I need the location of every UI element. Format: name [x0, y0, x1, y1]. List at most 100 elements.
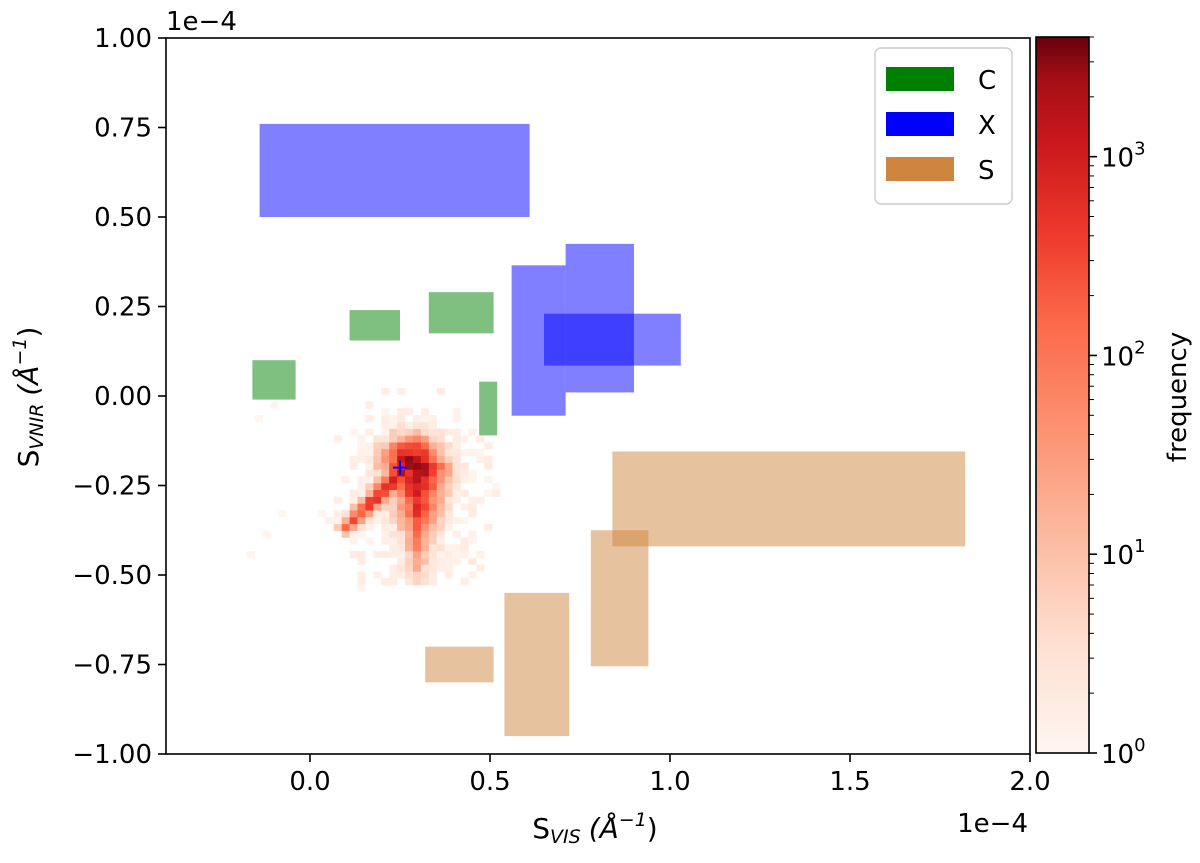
heatmap-bin [381, 551, 390, 559]
heatmap-bin [460, 503, 469, 511]
y-axis-label-unit: (Å [11, 366, 45, 396]
heatmap-bin [428, 476, 438, 484]
heatmap-bin [349, 503, 358, 511]
heatmap-bin [397, 564, 406, 572]
x-axis-label-close: ) [647, 812, 658, 845]
heatmap-bin [420, 523, 430, 531]
heatmap-bin [405, 517, 414, 525]
heatmap-bin [357, 496, 366, 504]
heatmap-bin [405, 462, 414, 470]
heatmap-bin [436, 428, 445, 436]
heatmap-bin [412, 421, 422, 429]
heatmap-bin [420, 517, 430, 525]
heatmap-bin [452, 428, 461, 436]
heatmap-bin [444, 551, 453, 559]
heatmap-bin [452, 544, 461, 552]
heatmap-bin [365, 428, 374, 436]
heatmap-bin [460, 469, 469, 477]
heatmap-bin [365, 448, 374, 457]
heatmap-bin [492, 489, 501, 497]
heatmap-bin [412, 448, 422, 457]
heatmap-bin [397, 462, 406, 470]
heatmap-bin [405, 421, 414, 429]
heatmap-bin [476, 564, 485, 572]
heatmap-bin [420, 455, 430, 463]
heatmap-bin [405, 408, 414, 416]
heatmap-bin [381, 503, 390, 511]
heatmap-bin [389, 421, 398, 429]
heatmap-bin [405, 571, 414, 579]
heatmap-bin [317, 510, 327, 518]
heatmap-bin [405, 489, 414, 497]
heatmap-bin [397, 523, 406, 531]
heatmap-bin [405, 557, 414, 565]
heatmap-bin [349, 523, 358, 531]
heatmap-bin [381, 421, 390, 429]
heatmap-bin [436, 489, 445, 497]
heatmap-bin [436, 544, 445, 552]
heatmap-bin [278, 510, 287, 518]
heatmap-bin [405, 503, 414, 511]
heatmap-bin [397, 544, 406, 552]
heatmap-bin [460, 489, 469, 497]
heatmap-bin [349, 530, 358, 538]
heatmap-bin [365, 537, 374, 545]
heatmap-bin [444, 462, 453, 470]
heatmap-bin [389, 489, 398, 497]
heatmap-bin [468, 510, 477, 518]
heatmap-bin [468, 428, 477, 436]
heatmap-bin [397, 571, 406, 579]
heatmap-bin [444, 544, 453, 552]
heatmap-bin [389, 462, 398, 470]
heatmap-bin [444, 517, 453, 525]
region-s [425, 646, 494, 683]
heatmap-bin [357, 455, 366, 463]
heatmap-bin [373, 442, 382, 450]
heatmap-bin [452, 442, 461, 450]
heatmap-bin [397, 482, 406, 491]
heatmap-bin [405, 544, 414, 552]
heatmap-bin [389, 503, 398, 511]
heatmap-bin [428, 462, 438, 470]
heatmap-bin [452, 414, 461, 423]
heatmap-bin [373, 476, 382, 484]
heatmap-bin [436, 530, 445, 538]
heatmap-bin [389, 496, 398, 504]
legend-swatch-c [886, 67, 954, 91]
heatmap-bin [468, 469, 477, 477]
heatmap-bin [428, 435, 438, 443]
heatmap-bin [436, 442, 445, 450]
heatmap-bin [405, 435, 414, 443]
heatmap-bin [405, 510, 414, 518]
heatmap-bin [444, 510, 453, 518]
heatmap-bin [436, 387, 445, 395]
heatmap-bin [428, 496, 438, 504]
y-tick-label: −0.50 [72, 561, 152, 591]
heatmap-bin [412, 578, 422, 586]
heatmap-bin [365, 455, 374, 463]
heatmap-bin [428, 414, 438, 423]
region-s [504, 592, 570, 737]
heatmap-bin [389, 414, 398, 423]
heatmap-bin [357, 571, 366, 579]
heatmap-bin [381, 530, 390, 538]
heatmap-bin [397, 537, 406, 545]
colorbar-tick-label: 103 [1101, 139, 1146, 174]
heatmap-bin [436, 537, 445, 545]
heatmap-bin [420, 442, 430, 450]
heatmap-bin [262, 530, 271, 538]
heatmap-bin [389, 469, 398, 477]
region-c [428, 292, 494, 334]
heatmap-bin [357, 578, 366, 586]
heatmap-bin [460, 551, 469, 559]
heatmap-bin [436, 551, 445, 559]
heatmap-bin [373, 551, 382, 559]
heatmap-bin [436, 517, 445, 525]
heatmap-bin [397, 551, 406, 559]
heatmap-bin [428, 442, 438, 450]
heatmap-bin [436, 455, 445, 463]
heatmap-bin [389, 455, 398, 463]
heatmap-bin [420, 476, 430, 484]
